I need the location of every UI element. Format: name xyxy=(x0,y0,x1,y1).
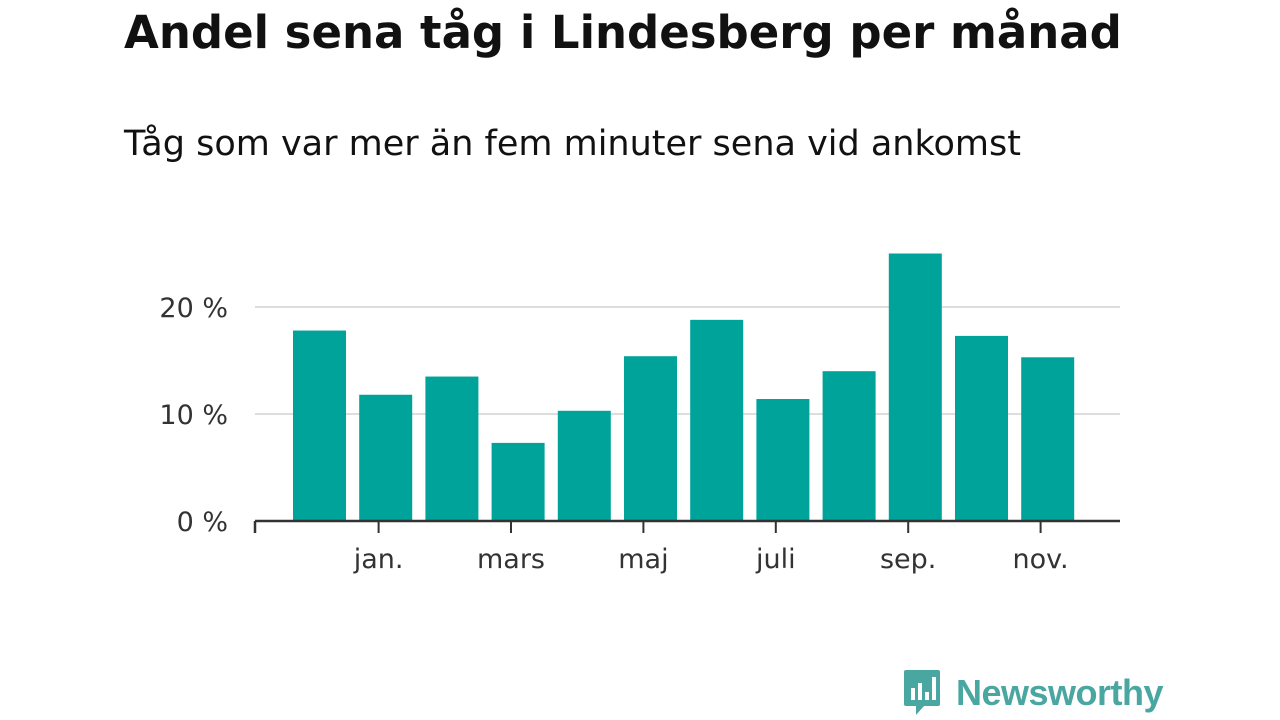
bar-juli xyxy=(756,399,810,521)
newsworthy-logo-icon xyxy=(904,670,940,715)
bar-mars xyxy=(491,442,545,521)
bar-maj xyxy=(624,356,677,521)
bar-dec xyxy=(293,330,346,521)
brand-logo: Newsworthy xyxy=(902,668,1164,718)
x-tick-label: juli xyxy=(755,544,796,575)
brand-name: Newsworthy xyxy=(956,672,1164,713)
bar-feb xyxy=(425,376,479,521)
x-tick-label: sep. xyxy=(880,544,936,575)
y-tick-label: 0 % xyxy=(177,507,228,538)
bar-aug xyxy=(822,371,876,521)
bar-jan xyxy=(359,394,413,521)
x-tick-label: jan. xyxy=(353,544,404,575)
x-tick-label: maj xyxy=(618,544,668,575)
x-tick-label: nov. xyxy=(1013,544,1069,575)
bar-okt xyxy=(955,335,1008,521)
bar-apr xyxy=(557,410,611,521)
bar-juni xyxy=(690,319,744,521)
bar-sep xyxy=(888,253,942,521)
y-tick-label: 10 % xyxy=(159,400,228,431)
bar-nov xyxy=(1021,357,1075,521)
chart-subtitle: Tåg som var mer än fem minuter sena vid … xyxy=(124,124,1021,164)
y-tick-label: 20 % xyxy=(159,293,228,324)
chart-title: Andel sena tåg i Lindesberg per månad xyxy=(124,6,1122,59)
x-tick-label: mars xyxy=(477,544,545,575)
